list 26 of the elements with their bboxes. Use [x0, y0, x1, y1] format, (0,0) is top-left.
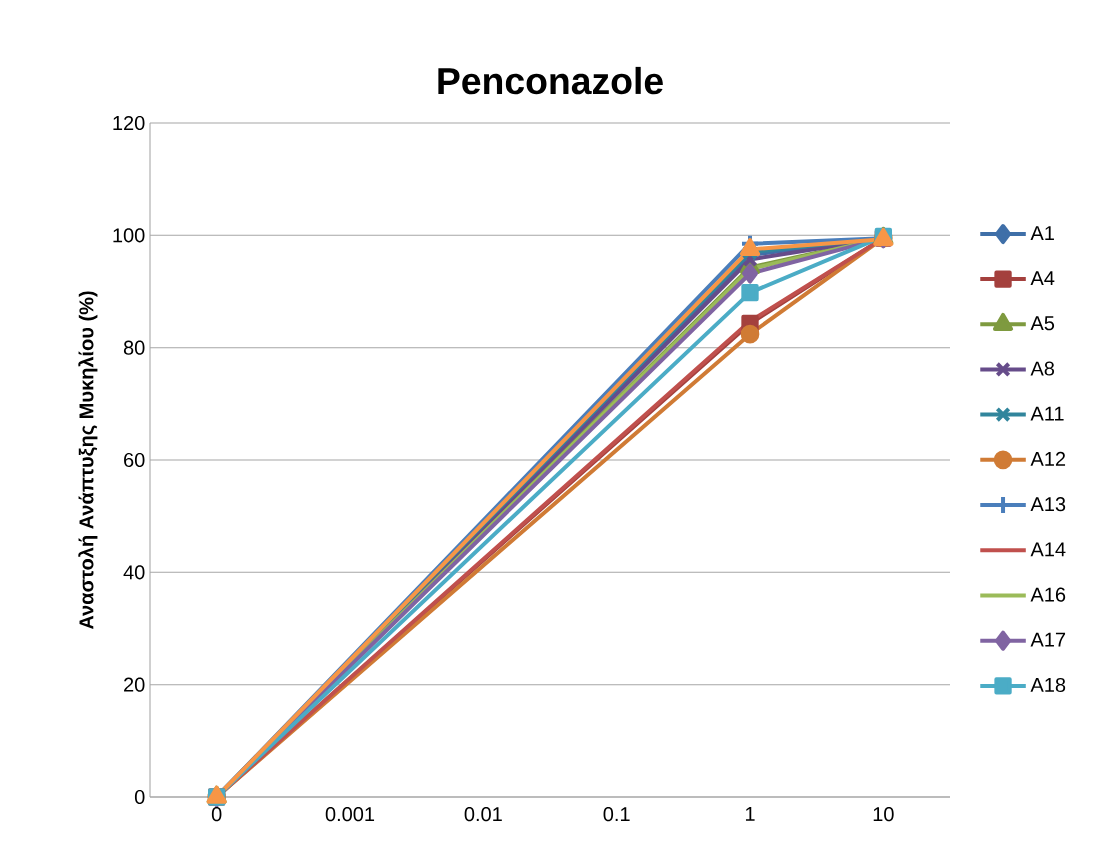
x-tick-label: 0 [211, 807, 222, 822]
legend-label: A13 [1030, 497, 1066, 512]
x-tick-label: 0.1 [603, 807, 630, 822]
legend-label: A17 [1030, 632, 1066, 647]
y-tick-label: 0 [134, 789, 145, 805]
y-tick-label: 80 [123, 340, 145, 355]
y-tick-label: 120 [113, 115, 145, 131]
x-tick-label: 10 [873, 807, 894, 822]
legend-label: A5 [1030, 316, 1055, 331]
legend-label: A12 [1030, 451, 1066, 466]
y-tick-label: 100 [113, 228, 145, 243]
legend-label: A14 [1030, 542, 1066, 557]
legend-label: A1 [1030, 226, 1054, 240]
x-tick-label: 0.01 [464, 807, 502, 822]
legend-label: A4 [1030, 271, 1055, 285]
legend-label: A8 [1030, 361, 1055, 376]
y-tick-label: 40 [123, 565, 145, 580]
chart-title: Penconazole [438, 66, 663, 95]
x-tick-label: 0.001 [325, 807, 375, 822]
legend-label: A16 [1030, 587, 1066, 602]
legend-label: A18 [1030, 677, 1066, 693]
legend-label: A11 [1030, 406, 1064, 421]
y-axis-title: Αναστολή Ανάπτυξης Μυκηλίου (%) [78, 291, 98, 630]
x-tick-label: 1 [745, 807, 755, 821]
y-tick-label: 20 [124, 677, 145, 692]
y-tick-label: 60 [124, 452, 145, 468]
